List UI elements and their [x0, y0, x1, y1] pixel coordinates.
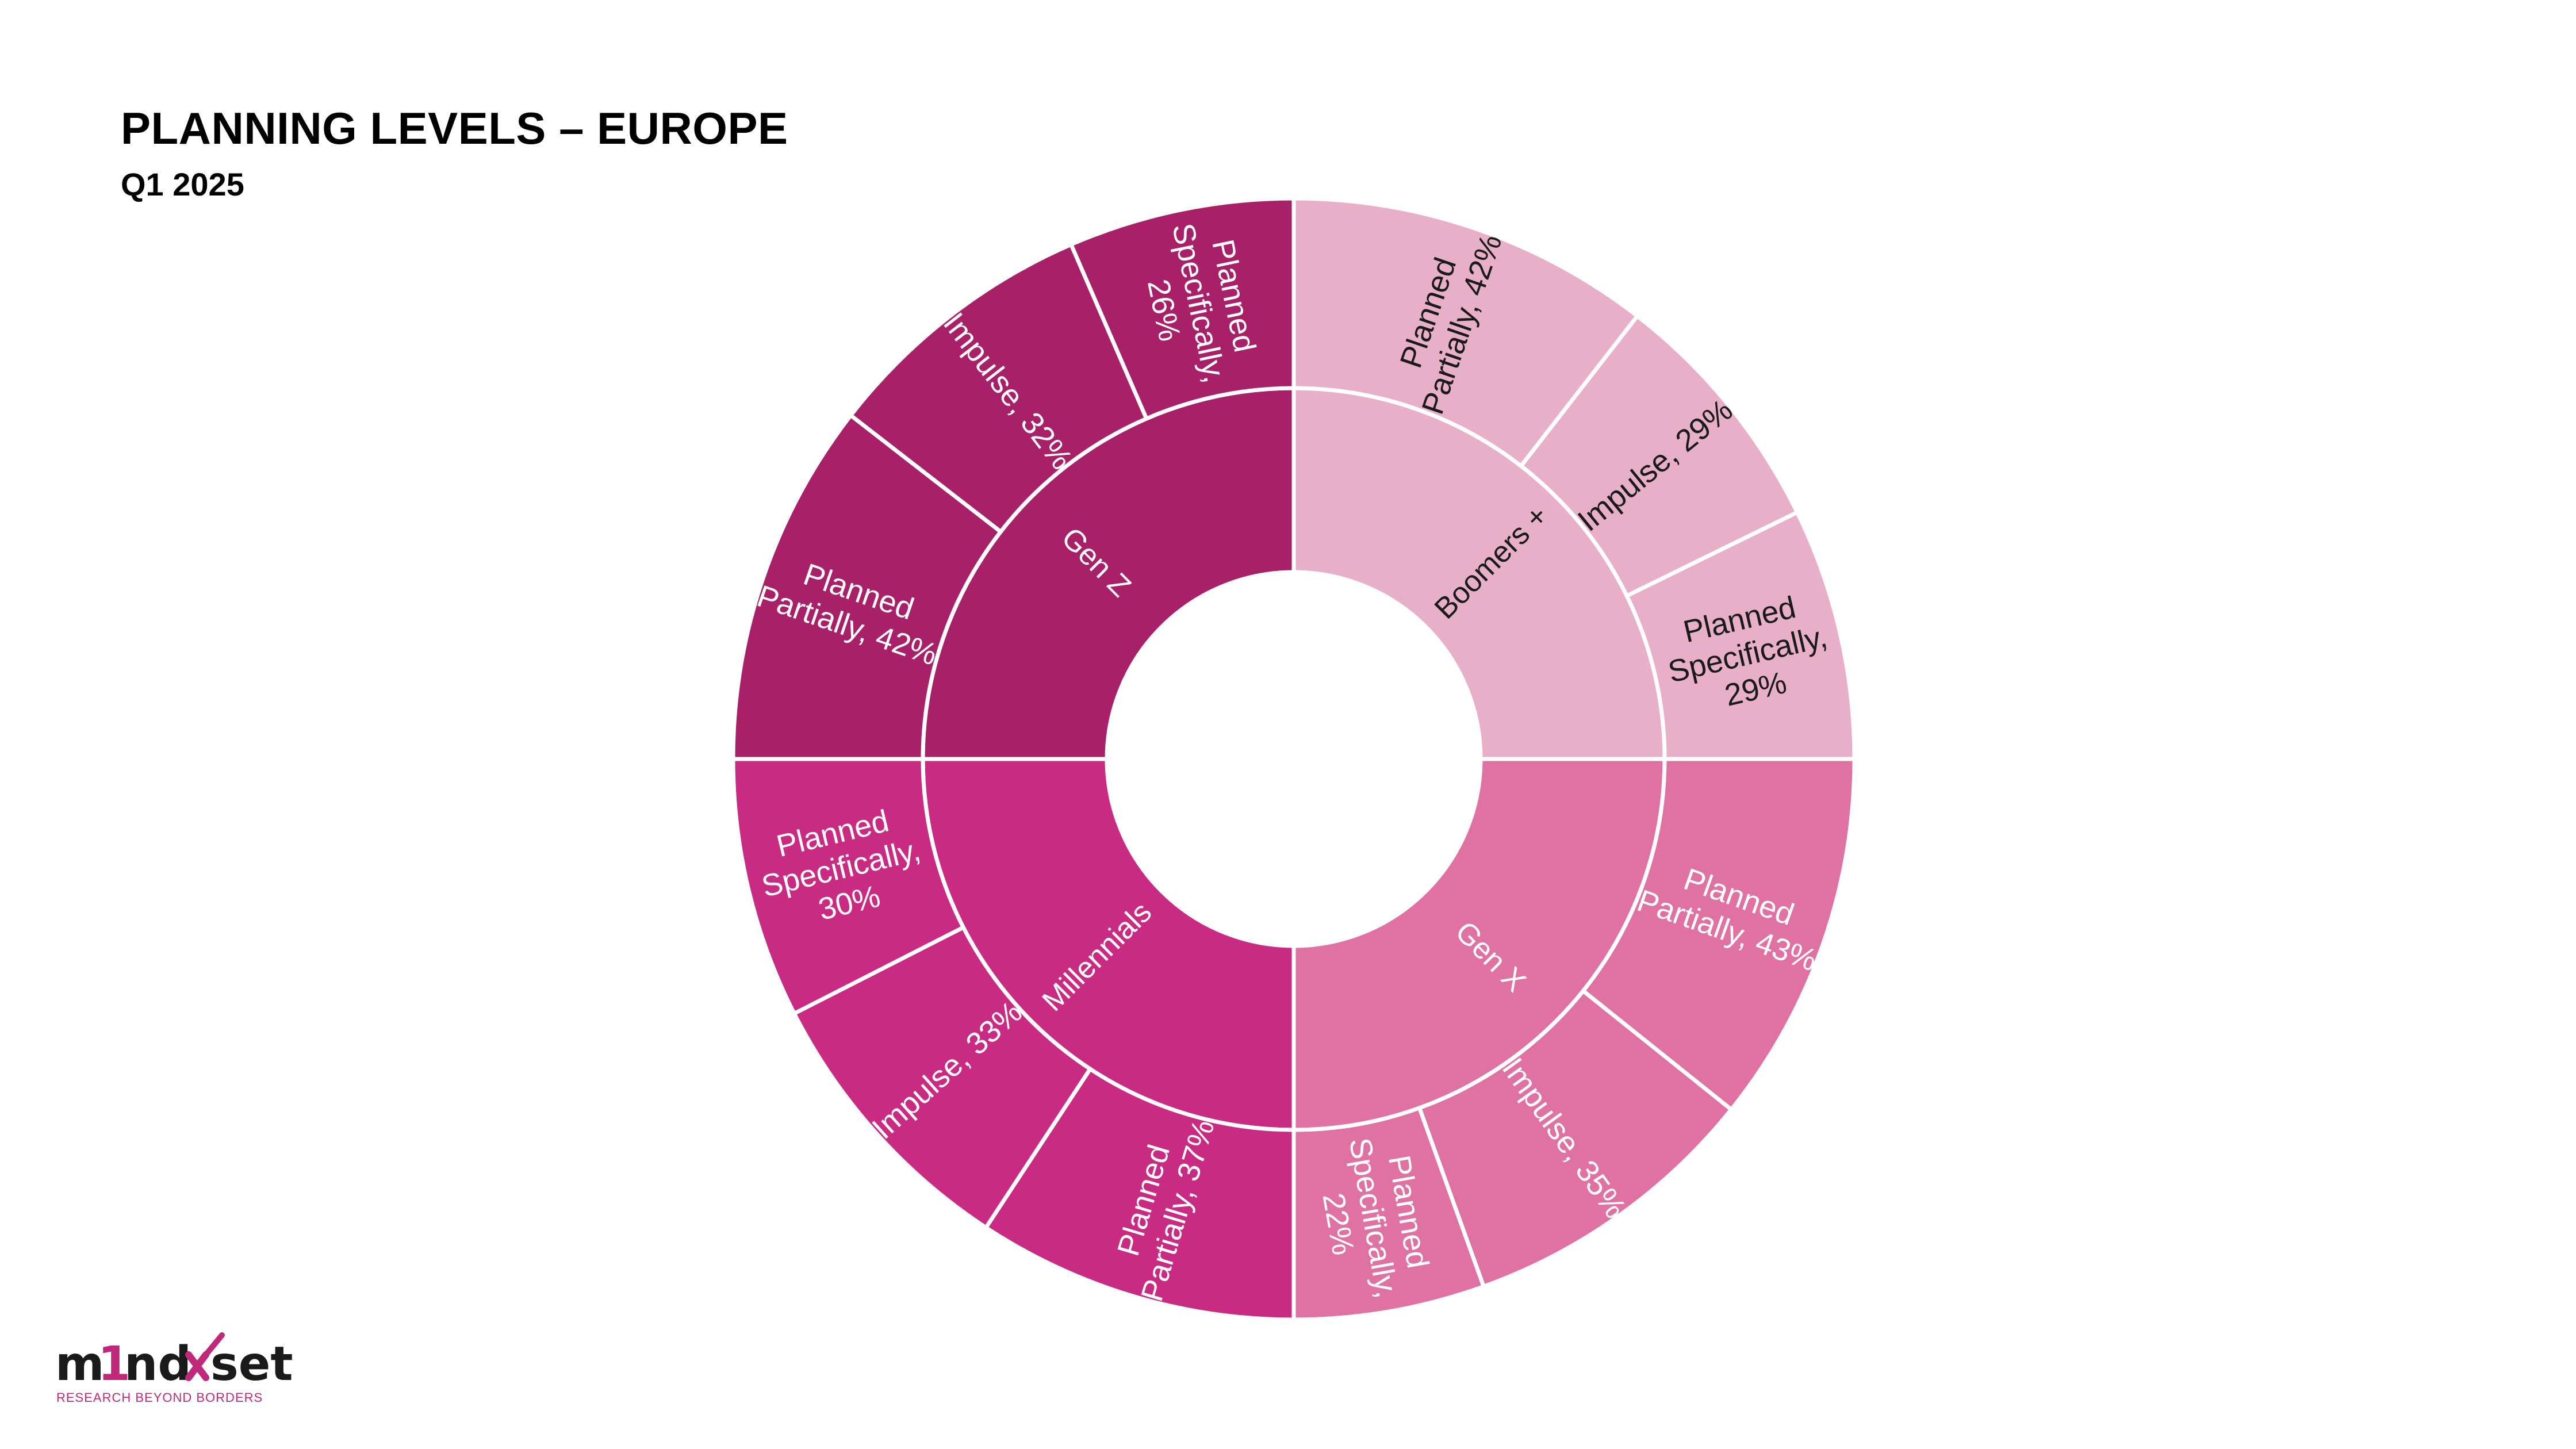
svg-text:m: m	[55, 1337, 104, 1392]
svg-text:nd: nd	[124, 1337, 191, 1392]
page-subtitle: Q1 2025	[121, 166, 244, 202]
logo-tagline: RESEARCH BEYOND BORDERS	[56, 1390, 263, 1405]
logo-mark-icon: m 1 nd set	[55, 1332, 293, 1392]
page-title: PLANNING LEVELS – EUROPE	[121, 103, 788, 154]
segment-label-gen-z-planned-specifically: PlannedSpecifically,26%	[1130, 213, 1267, 393]
segment-gen-x-planned-partially	[1580, 757, 1857, 1113]
mindset-logo: m 1 nd set RESEARCH BEYOND BORDERS	[55, 1322, 297, 1409]
svg-text:set: set	[210, 1337, 293, 1392]
svg-text:1: 1	[98, 1337, 131, 1392]
segment-gen-z-planned-specifically	[1068, 196, 1296, 421]
